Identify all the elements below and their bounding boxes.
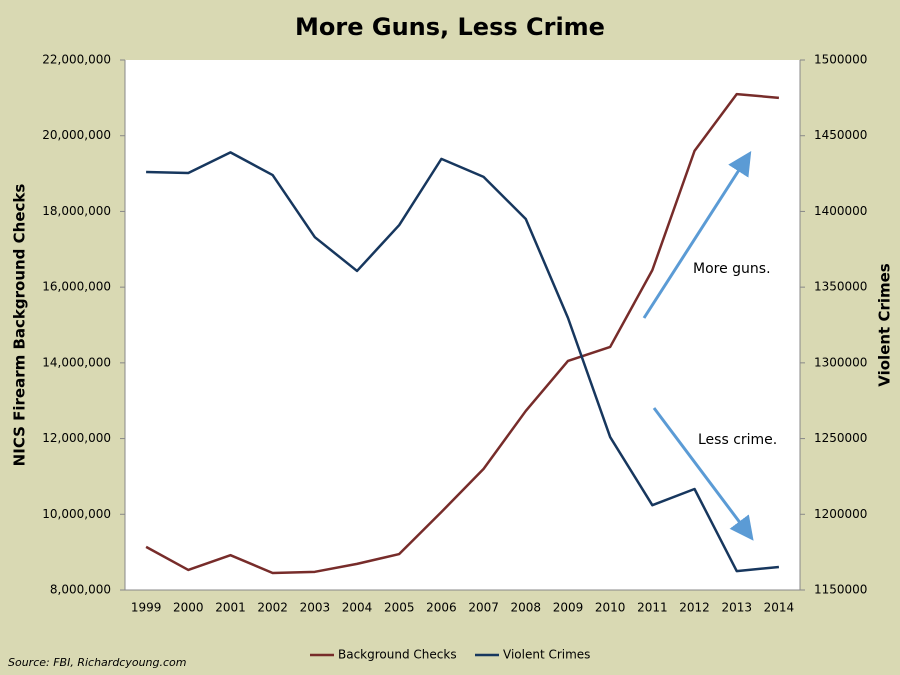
series-line (146, 151, 780, 573)
y-tick-label: 14,000,000 (42, 355, 111, 369)
x-tick-label: 2003 (300, 601, 331, 615)
x-tick-label: 1999 (131, 601, 162, 615)
series-line (145, 92, 780, 575)
x-tick-label: 2010 (595, 601, 626, 615)
y2-tick-label: 1450000 (814, 128, 867, 142)
y-tick-label: 8,000,000 (50, 583, 111, 597)
y-axis-title: NICS Firearm Background Checks (11, 184, 29, 467)
legend-label: Violent Crimes (503, 648, 590, 662)
x-tick-label: 2005 (384, 601, 415, 615)
x-tick-label: 2013 (721, 601, 752, 615)
y2-axis-title: Violent Crimes (876, 263, 894, 387)
y-tick-label: 10,000,000 (42, 507, 111, 521)
y2-tick-label: 1350000 (814, 280, 867, 294)
arrow (652, 407, 754, 541)
y-tick-label: 12,000,000 (42, 431, 111, 445)
x-tick-label: 2009 (553, 601, 584, 615)
x-tick-label: 2008 (511, 601, 542, 615)
chart-title: More Guns, Less Crime (295, 13, 605, 41)
y-tick-label: 20,000,000 (42, 128, 111, 142)
plot-area (125, 60, 800, 590)
y-tick-label: 22,000,000 (42, 53, 111, 67)
y-tick-label: 16,000,000 (42, 280, 111, 294)
y2-tick-label: 1250000 (814, 431, 867, 445)
x-tick-label: 2006 (426, 601, 457, 615)
legend-label: Background Checks (338, 648, 457, 662)
x-tick-label: 2011 (637, 601, 668, 615)
source-note: Source: FBI, Richardcyoung.com (8, 656, 187, 669)
annotation: More guns. (693, 261, 771, 277)
x-tick-label: 2002 (257, 601, 288, 615)
y2-tick-label: 1300000 (814, 355, 867, 369)
annotation: Less crime. (698, 432, 777, 448)
x-tick-label: 2000 (173, 601, 204, 615)
y-tick-label: 18,000,000 (42, 204, 111, 218)
arrow (642, 150, 752, 319)
y2-tick-label: 1150000 (814, 583, 867, 597)
y2-tick-label: 1500000 (814, 53, 867, 67)
x-tick-label: 2014 (764, 601, 795, 615)
y2-tick-label: 1200000 (814, 507, 867, 521)
x-tick-label: 2001 (215, 601, 246, 615)
x-tick-label: 2012 (679, 601, 710, 615)
y2-tick-label: 1400000 (814, 204, 867, 218)
x-tick-label: 2007 (468, 601, 499, 615)
x-tick-label: 2004 (342, 601, 373, 615)
